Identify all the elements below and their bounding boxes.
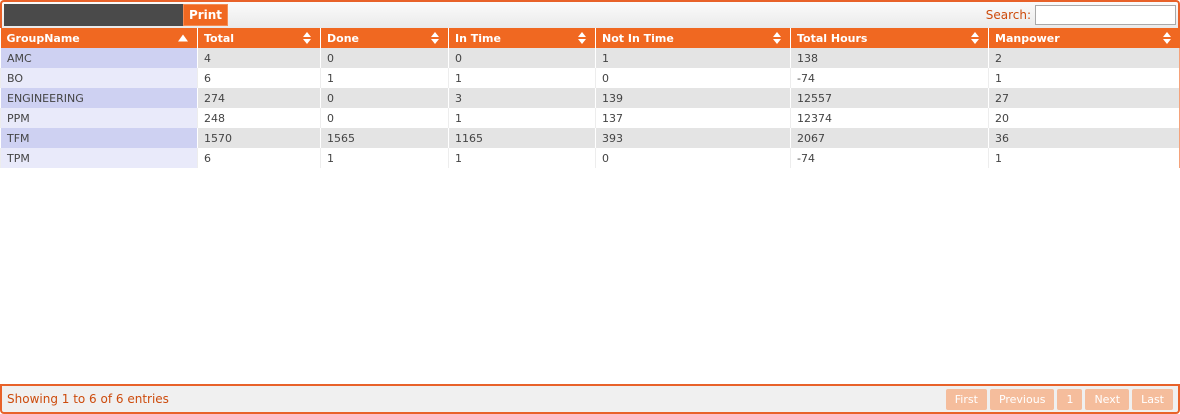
table-header: GroupName Total Done In Time Not In Time: [0, 28, 1180, 48]
cell-total: 248: [197, 108, 321, 128]
cell-not-in-time: 139: [595, 88, 791, 108]
table-body: AMC 4 0 0 1 138 2 BO 6 1 1 0 -74 1 ENGIN…: [0, 48, 1180, 168]
search-input[interactable]: [1035, 5, 1176, 25]
column-header-label: Done: [327, 31, 359, 45]
table-row: PPM 248 0 1 137 12374 20: [0, 108, 1180, 128]
cell-groupname: TFM: [0, 128, 198, 148]
cell-in-time: 1: [448, 148, 596, 168]
column-header-in-time[interactable]: In Time: [448, 28, 596, 48]
table-row: ENGINEERING 274 0 3 139 12557 27: [0, 88, 1180, 108]
table-row: AMC 4 0 0 1 138 2: [0, 48, 1180, 68]
cell-done: 0: [320, 108, 449, 128]
cell-groupname: BO: [0, 68, 198, 88]
column-header-label: GroupName: [6, 31, 80, 45]
cell-in-time: 1165: [448, 128, 596, 148]
cell-in-time: 3: [448, 88, 596, 108]
column-header-label: In Time: [455, 31, 501, 45]
search-container: Search:: [986, 5, 1176, 25]
cell-total: 6: [197, 68, 321, 88]
pagination-page-1-button[interactable]: 1: [1057, 388, 1083, 410]
tabletools-container: [4, 4, 183, 26]
table-row: BO 6 1 1 0 -74 1: [0, 68, 1180, 88]
pagination: First Previous 1 Next Last: [945, 388, 1173, 410]
sort-both-icon: [303, 32, 311, 44]
sort-both-icon: [773, 32, 781, 44]
column-header-not-in-time[interactable]: Not In Time: [595, 28, 791, 48]
cell-in-time: 1: [448, 108, 596, 128]
cell-not-in-time: 137: [595, 108, 791, 128]
cell-manpower: 2: [988, 48, 1180, 68]
empty-area: [0, 168, 1180, 384]
sort-asc-icon: [178, 34, 188, 42]
sort-both-icon: [971, 32, 979, 44]
cell-done: 0: [320, 88, 449, 108]
cell-not-in-time: 393: [595, 128, 791, 148]
cell-done: 1: [320, 148, 449, 168]
column-header-label: Total: [204, 31, 235, 45]
cell-not-in-time: 0: [595, 68, 791, 88]
cell-total-hours: 12557: [790, 88, 989, 108]
table-row: TFM 1570 1565 1165 393 2067 36: [0, 128, 1180, 148]
column-header-manpower[interactable]: Manpower: [988, 28, 1180, 48]
cell-total: 6: [197, 148, 321, 168]
pagination-last-button[interactable]: Last: [1132, 388, 1173, 410]
cell-manpower: 36: [988, 128, 1180, 148]
cell-total-hours: 12374: [790, 108, 989, 128]
pagination-previous-button[interactable]: Previous: [989, 388, 1055, 410]
cell-total: 1570: [197, 128, 321, 148]
cell-not-in-time: 0: [595, 148, 791, 168]
cell-manpower: 20: [988, 108, 1180, 128]
cell-in-time: 0: [448, 48, 596, 68]
cell-groupname: ENGINEERING: [0, 88, 198, 108]
cell-manpower: 1: [988, 148, 1180, 168]
cell-groupname: AMC: [0, 48, 198, 68]
cell-manpower: 1: [988, 68, 1180, 88]
column-header-label: Not In Time: [602, 31, 674, 45]
cell-not-in-time: 1: [595, 48, 791, 68]
column-header-groupname[interactable]: GroupName: [0, 28, 198, 48]
table-row: TPM 6 1 1 0 -74 1: [0, 148, 1180, 168]
cell-done: 1: [320, 68, 449, 88]
print-button[interactable]: Print: [183, 4, 228, 26]
pagination-first-button[interactable]: First: [945, 388, 987, 410]
cell-manpower: 27: [988, 88, 1180, 108]
cell-in-time: 1: [448, 68, 596, 88]
cell-total-hours: -74: [790, 68, 989, 88]
cell-groupname: TPM: [0, 148, 198, 168]
cell-total-hours: 2067: [790, 128, 989, 148]
top-toolbar: Print Search:: [0, 0, 1180, 28]
search-label: Search:: [985, 8, 1031, 22]
column-header-total[interactable]: Total: [197, 28, 321, 48]
cell-total-hours: -74: [790, 148, 989, 168]
table-info-text: Showing 1 to 6 of 6 entries: [7, 392, 169, 406]
column-header-total-hours[interactable]: Total Hours: [790, 28, 989, 48]
cell-total: 274: [197, 88, 321, 108]
column-header-done[interactable]: Done: [320, 28, 449, 48]
column-header-label: Manpower: [995, 31, 1060, 45]
header-row: GroupName Total Done In Time Not In Time: [0, 28, 1180, 48]
cell-done: 1565: [320, 128, 449, 148]
column-header-label: Total Hours: [797, 31, 868, 45]
pagination-next-button[interactable]: Next: [1085, 388, 1130, 410]
cell-total: 4: [197, 48, 321, 68]
sort-both-icon: [578, 32, 586, 44]
cell-total-hours: 138: [790, 48, 989, 68]
sort-both-icon: [1162, 32, 1171, 44]
sort-both-icon: [431, 32, 439, 44]
cell-groupname: PPM: [0, 108, 198, 128]
cell-done: 0: [320, 48, 449, 68]
bottom-toolbar: Showing 1 to 6 of 6 entries First Previo…: [0, 384, 1180, 414]
data-table: GroupName Total Done In Time Not In Time: [0, 28, 1180, 168]
